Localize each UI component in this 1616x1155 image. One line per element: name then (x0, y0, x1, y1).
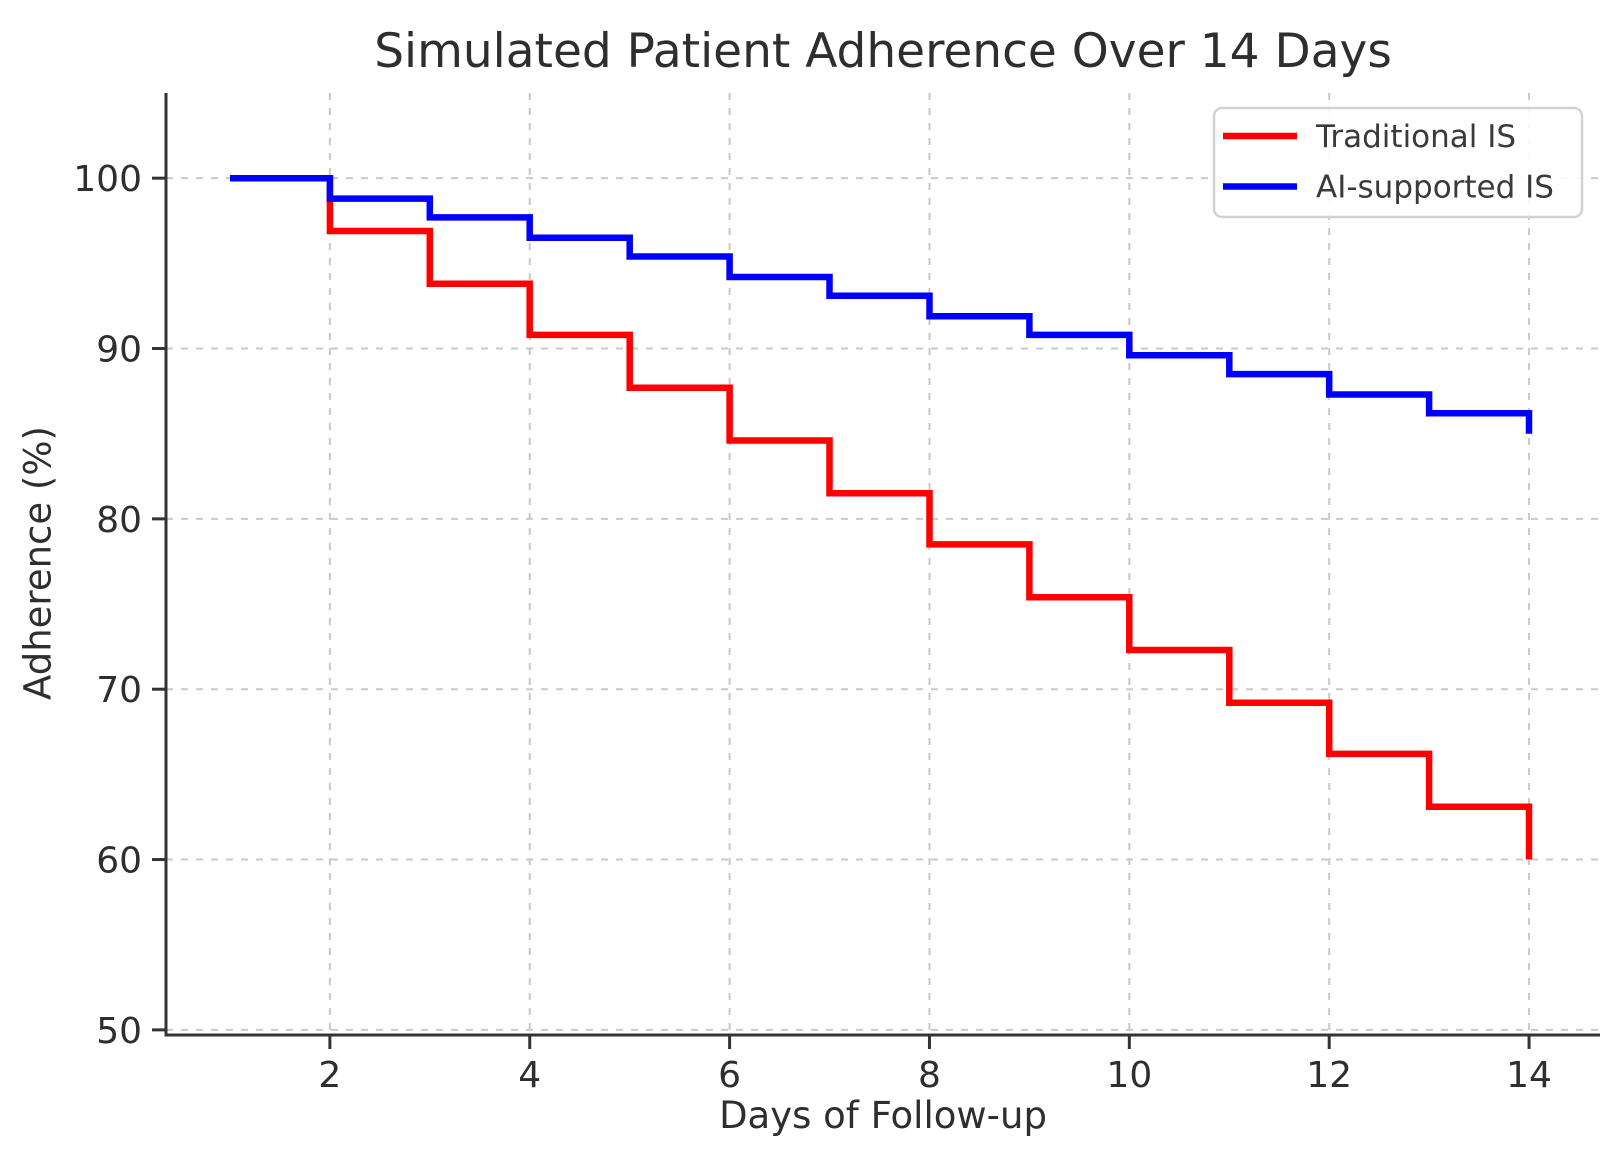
x-tick-label: 12 (1306, 1055, 1352, 1096)
y-tick-label: 50 (96, 1011, 142, 1052)
series-line-ai-supported-is (230, 174, 1533, 434)
x-tick-label: 10 (1106, 1055, 1152, 1096)
x-tick-label: 4 (518, 1055, 541, 1096)
legend-label-2: AI-supported IS (1316, 170, 1554, 206)
legend-label-1: Traditional IS (1315, 119, 1516, 155)
y-tick-label: 60 (96, 841, 142, 882)
y-tick-label: 100 (73, 159, 142, 200)
series-line-traditional-is (230, 174, 1533, 860)
y-tick-label: 70 (96, 670, 142, 711)
y-tick-label: 80 (96, 500, 142, 541)
x-axis-label: Days of Follow-up (719, 1094, 1047, 1137)
chart-title: Simulated Patient Adherence Over 14 Days (374, 24, 1392, 79)
legend-box (1212, 106, 1584, 219)
x-tick-label: 6 (718, 1055, 741, 1096)
y-tick-label: 90 (96, 330, 142, 371)
x-tick-label: 8 (918, 1055, 941, 1096)
y-axis-label-text: Adherence (%) (16, 426, 60, 700)
x-tick-label: 14 (1506, 1055, 1552, 1096)
x-tick-label: 2 (318, 1055, 341, 1096)
